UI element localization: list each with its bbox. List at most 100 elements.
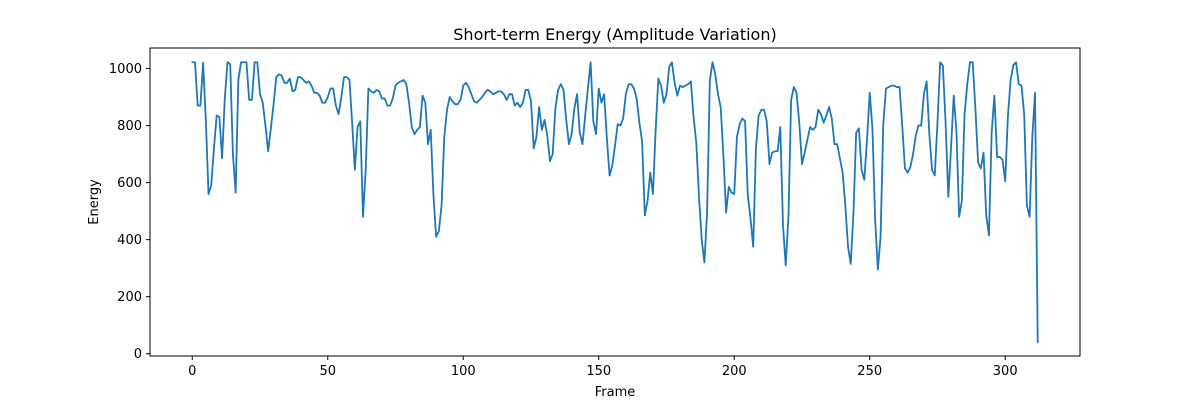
data-point-frame-121 <box>519 106 521 108</box>
data-point-frame-68 <box>375 89 378 91</box>
data-point-frame-200 <box>733 193 735 195</box>
data-point-frame-75 <box>394 85 397 87</box>
data-point-frame-213 <box>768 163 771 165</box>
data-point-frame-136 <box>560 83 562 85</box>
data-point-frame-64 <box>365 169 367 171</box>
data-point-frame-105 <box>476 102 478 104</box>
data-point-frame-161 <box>627 83 630 85</box>
data-point-frame-302 <box>1010 79 1012 81</box>
data-point-frame-11 <box>221 157 223 159</box>
data-point-frame-272 <box>928 133 930 135</box>
data-point-frame-33 <box>281 75 283 77</box>
x-tick-label-50: 50 <box>319 364 336 379</box>
data-point-frame-99 <box>459 99 462 101</box>
data-point-frame-120 <box>516 102 519 104</box>
data-point-frame-180 <box>679 85 681 87</box>
data-point-frame-196 <box>722 154 724 157</box>
data-point-frame-144 <box>581 143 584 145</box>
data-point-frame-137 <box>562 89 565 91</box>
data-point-frame-256 <box>885 87 887 90</box>
data-point-frame-227 <box>806 139 809 141</box>
data-point-frame-281 <box>953 95 955 97</box>
data-point-frame-112 <box>495 92 497 94</box>
y-tick-label-1000: 1000 <box>109 62 142 77</box>
data-point-frame-71 <box>384 97 386 100</box>
data-point-frame-222 <box>793 86 795 88</box>
data-point-frame-22 <box>251 99 253 101</box>
plot-frame <box>149 47 1081 357</box>
data-point-frame-306 <box>1020 85 1023 87</box>
data-point-frame-3 <box>199 105 201 107</box>
data-point-frame-254 <box>879 236 882 238</box>
data-point-frame-42 <box>305 82 307 84</box>
data-point-frame-19 <box>243 61 245 63</box>
data-point-frame-34 <box>283 82 286 84</box>
data-point-frame-216 <box>776 150 779 152</box>
data-point-frame-149 <box>595 133 597 135</box>
data-point-frame-269 <box>920 124 922 127</box>
data-point-frame-129 <box>541 129 543 131</box>
data-point-frame-92 <box>440 204 443 207</box>
data-point-frame-37 <box>291 90 294 92</box>
data-point-frame-162 <box>630 83 632 85</box>
data-point-frame-230 <box>814 126 817 128</box>
data-point-frame-116 <box>506 99 508 101</box>
data-point-frame-308 <box>1026 204 1028 207</box>
data-point-frame-155 <box>611 164 613 167</box>
data-point-frame-118 <box>511 93 513 95</box>
data-point-frame-46 <box>316 92 318 94</box>
data-point-frame-78 <box>403 79 405 81</box>
data-point-frame-61 <box>356 126 359 128</box>
data-point-frame-298 <box>999 156 1001 158</box>
data-point-frame-215 <box>774 150 776 152</box>
data-point-frame-35 <box>286 82 288 84</box>
data-point-frame-104 <box>473 100 475 102</box>
data-point-frame-51 <box>329 87 332 90</box>
y-tick-label-600: 600 <box>117 176 142 191</box>
data-point-frame-291 <box>980 167 982 169</box>
data-point-frame-26 <box>262 102 264 104</box>
data-point-frame-275 <box>936 122 939 124</box>
data-point-frame-135 <box>557 89 559 91</box>
data-point-frame-251 <box>871 127 874 130</box>
data-point-frame-36 <box>289 77 291 80</box>
data-point-frame-166 <box>641 140 643 142</box>
data-point-frame-154 <box>608 174 611 177</box>
data-point-frame-8 <box>213 147 215 149</box>
data-point-frame-18 <box>240 61 242 63</box>
data-point-frame-6 <box>207 193 210 195</box>
data-point-frame-278 <box>944 122 947 124</box>
data-point-frame-245 <box>855 132 857 134</box>
data-point-frame-214 <box>771 152 773 154</box>
data-point-frame-175 <box>665 93 668 95</box>
data-point-frame-171 <box>655 129 657 131</box>
data-point-frame-189 <box>703 261 706 264</box>
data-point-frame-218 <box>782 224 784 226</box>
data-point-frame-69 <box>378 90 380 92</box>
data-point-frame-82 <box>413 133 416 135</box>
data-point-frame-191 <box>709 79 711 81</box>
data-point-frame-83 <box>416 129 418 131</box>
data-point-frame-279 <box>947 196 949 198</box>
data-point-frame-91 <box>438 230 440 232</box>
data-point-frame-260 <box>896 86 898 88</box>
data-point-frame-60 <box>354 169 356 171</box>
data-point-frame-301 <box>1007 114 1009 117</box>
data-point-frame-62 <box>359 120 361 122</box>
data-point-frame-140 <box>571 133 573 135</box>
data-point-frame-242 <box>847 246 849 248</box>
data-point-frame-12 <box>224 97 226 100</box>
data-point-frame-2 <box>197 105 199 107</box>
data-point-frame-241 <box>844 204 846 207</box>
data-point-frame-58 <box>348 79 351 81</box>
data-point-frame-9 <box>216 114 218 117</box>
data-point-frame-174 <box>663 102 665 104</box>
data-point-frame-160 <box>625 93 627 95</box>
chart-title: Short-term Energy (Amplitude Variation) <box>453 25 776 44</box>
data-point-frame-145 <box>584 114 586 117</box>
data-point-frame-52 <box>332 87 334 90</box>
data-point-frame-239 <box>839 157 841 159</box>
x-axis-label: Frame <box>595 385 636 400</box>
